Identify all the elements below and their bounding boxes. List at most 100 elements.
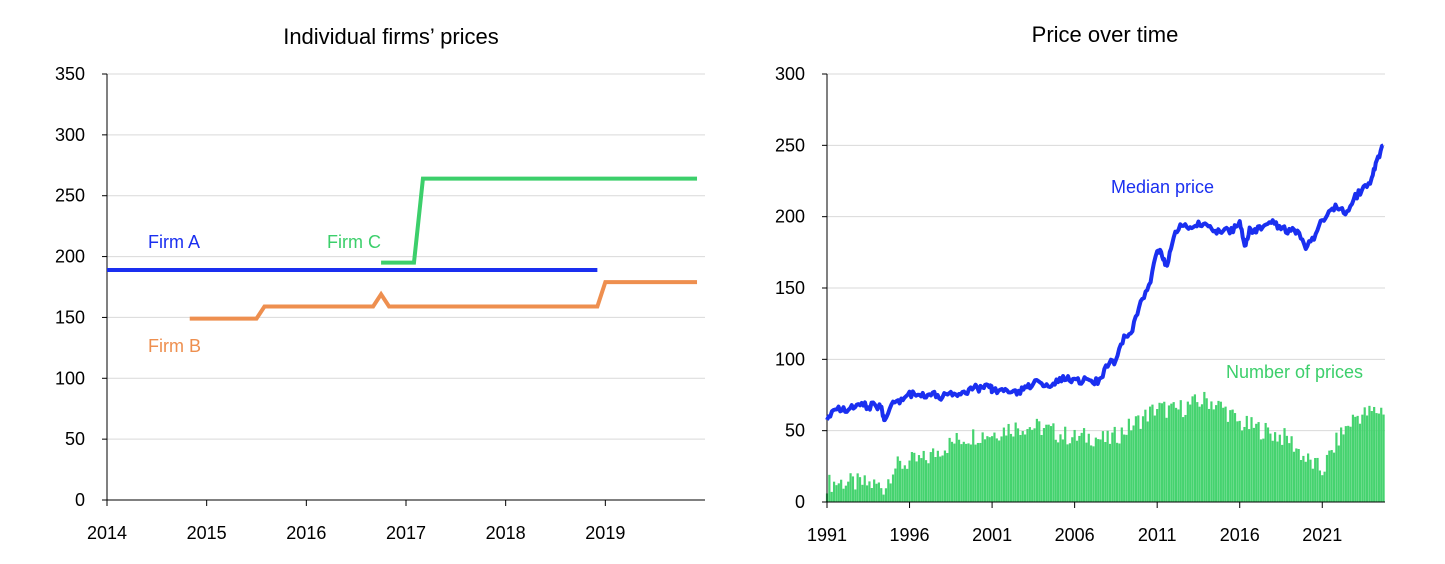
bar [920,458,923,502]
bar [1240,430,1244,502]
bar [1026,429,1029,502]
bar [941,455,944,502]
bar [1276,441,1279,502]
bar [1361,414,1364,502]
bar [1042,428,1046,502]
bar [1273,432,1277,502]
bar [936,450,939,502]
bar [1335,432,1338,502]
bar [1057,442,1060,502]
bar [896,456,899,502]
bar [858,477,862,502]
bar [1200,404,1204,502]
bar [1266,427,1270,502]
bar [910,452,914,502]
series-line-median-price [825,143,1385,423]
median-price-label: Median price [1111,177,1214,197]
bar [1314,457,1317,502]
bar [1028,427,1031,502]
bar [1212,409,1215,502]
bar [828,474,831,502]
bar [1002,427,1005,502]
bar [1283,428,1286,502]
bar [875,483,878,502]
left-gridlines [107,73,705,440]
bar [1285,435,1288,502]
bar [1278,434,1281,502]
bar [1349,426,1352,502]
bar [1365,415,1369,502]
bar [1045,424,1048,502]
x-tick-label: 2014 [87,523,127,543]
bar [1257,422,1260,502]
y-tick-label: 0 [795,492,805,512]
bar [1219,401,1222,502]
bar [1271,440,1274,502]
bar [1222,407,1225,502]
bar [908,460,911,502]
bar [1207,408,1211,502]
bar [1106,430,1109,502]
bar [1174,407,1178,502]
bar [877,482,880,502]
x-tick-label: 2017 [386,523,426,543]
y-tick-label: 50 [65,429,85,449]
number-of-prices-label: Number of prices [1226,362,1363,382]
bar [837,483,840,502]
bar [957,439,961,502]
bar [901,468,904,502]
bar [1024,434,1027,502]
bar [899,460,902,502]
bar [1005,435,1008,502]
x-tick-label: 2011 [1138,525,1177,545]
bar [1304,461,1307,502]
bar [1281,444,1284,502]
bar [1231,409,1234,502]
bar [1153,415,1156,502]
bar [965,443,968,502]
bar [983,439,987,502]
bar [1170,403,1173,502]
bar [990,436,994,502]
x-tick-label: 2019 [585,523,625,543]
bar [1066,444,1069,502]
bar [1250,417,1253,502]
bar [1113,426,1116,502]
bar [976,442,980,502]
x-tick-label: 2015 [187,523,227,543]
bar [967,443,970,502]
bar [1262,438,1265,502]
bar [1328,450,1331,502]
bar [943,450,947,502]
bar [1146,421,1149,502]
bar [934,457,937,502]
bar [960,444,963,502]
left-series [107,176,698,321]
right-y-ticks: 0 50 100 150 200 250 300 [775,64,828,512]
bar [1035,418,1038,502]
series-line-firm-c [381,176,698,265]
bar [1226,421,1230,502]
bar [1347,425,1350,502]
bar [1238,420,1241,502]
bar [856,473,859,502]
left-y-ticks: 0 50 100 150 200 250 300 350 [55,64,108,510]
bar [1205,398,1208,502]
y-tick-label: 350 [55,64,85,84]
bar [1340,427,1343,502]
bar [986,436,989,502]
y-tick-label: 300 [775,64,805,84]
bar [917,455,921,502]
bar [1358,423,1362,502]
bar [1104,442,1107,502]
bar [1000,436,1003,502]
bar [1295,448,1298,502]
bar [1033,428,1036,502]
bar [1132,425,1135,502]
bar [1182,417,1185,502]
bar [1184,414,1187,502]
bar [955,433,958,502]
bar [880,488,883,502]
bar [903,465,906,502]
